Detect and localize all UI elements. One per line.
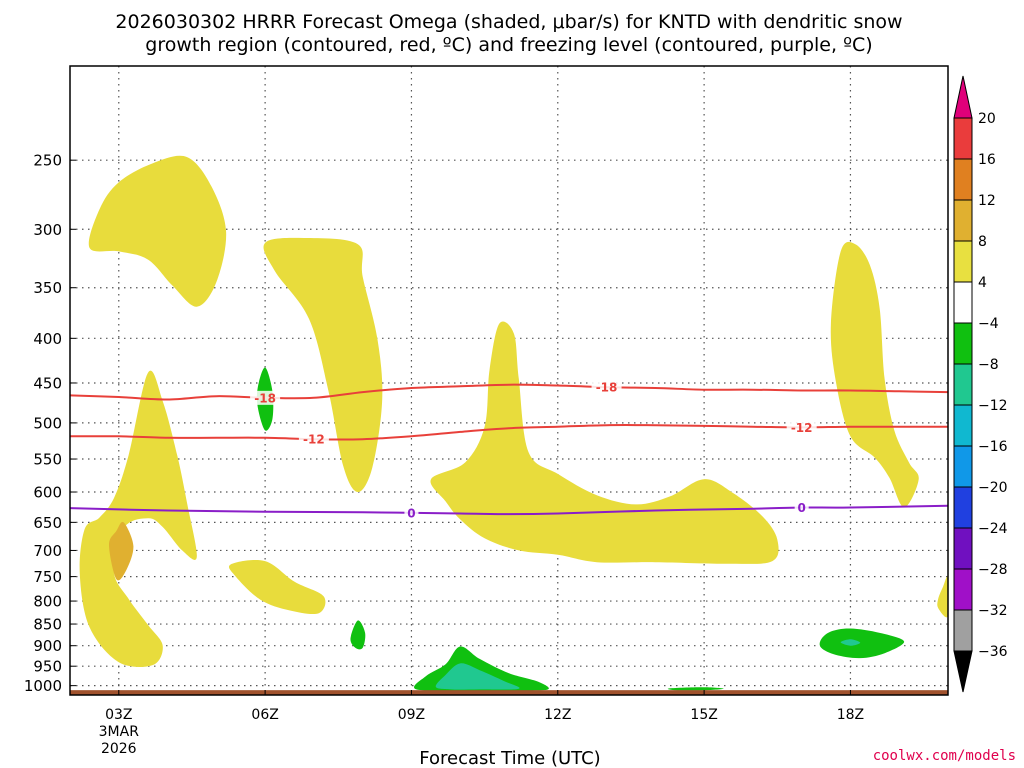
y-tick-label-950: 950	[33, 658, 62, 676]
y-tick-label-600: 600	[33, 484, 62, 502]
dendritic-minus-18-label-bg-0	[250, 390, 281, 405]
colorbar-label-8: −16	[978, 439, 1008, 455]
plot-inner: -18 -18 -12 -12 0 0	[70, 66, 948, 695]
freezing-level-0-label-1: 0	[797, 501, 805, 515]
colorbar-segment-5	[953, 322, 973, 365]
colorbar-segment-6	[953, 363, 973, 406]
omega-minus-8-10z	[435, 663, 520, 690]
omega-minus-4-08z	[350, 620, 366, 650]
omega-minus-4-18z	[819, 628, 905, 659]
dendritic-minus-12-label-bg-1	[786, 420, 817, 435]
colorbar-label-13: −36	[978, 644, 1008, 660]
y-tick-label-850: 850	[33, 616, 62, 634]
colorbar-label-6: −8	[978, 357, 999, 373]
colorbar-segment-11	[953, 568, 973, 611]
plot-area: -18 -18 -12 -12 0 0	[70, 66, 948, 695]
colorbar-label-12: −32	[978, 603, 1008, 619]
omega-minus-8-18z	[840, 639, 861, 646]
y-tick-label-250: 250	[33, 152, 62, 170]
dendritic-minus-18-label-1: -18	[596, 381, 618, 395]
y-tick-label-450: 450	[33, 374, 62, 392]
y-tick-label-300: 300	[33, 221, 62, 239]
colorbar-segment-3	[953, 240, 973, 283]
colorbar-segment-12	[953, 609, 973, 652]
y-tick-label-750: 750	[33, 568, 62, 586]
x-date-label-day: 3MAR	[99, 724, 140, 740]
colorbar-label-10: −24	[978, 521, 1008, 537]
omega-4-8-09z-15z	[430, 321, 779, 564]
colorbar-segment-2	[953, 199, 973, 242]
x-tick-label-09Z: 09Z	[398, 707, 425, 723]
ground-strip	[70, 690, 948, 695]
colorbar-label-0: 20	[978, 111, 996, 127]
colorbar-segment-4	[953, 281, 973, 324]
x-axis-label: Forecast Time (UTC)	[419, 748, 600, 768]
x-date-label-year: 2026	[101, 741, 137, 757]
dendritic-minus-12-label-0: -12	[303, 433, 325, 447]
dendritic-minus-12-label-1: -12	[791, 421, 813, 435]
y-tick-label-700: 700	[33, 542, 62, 560]
x-tick-label-06Z: 06Z	[251, 707, 278, 723]
dendritic-minus-18-line	[70, 383, 948, 401]
omega-4-8-18z-column	[830, 241, 919, 508]
chart-title-line-2: growth region (contoured, red, ºC) and f…	[145, 34, 872, 56]
y-tick-label-400: 400	[33, 330, 62, 348]
colorbar-label-9: −20	[978, 480, 1008, 496]
freezing-level-0-label-0: 0	[407, 506, 415, 520]
colorbar-label-3: 8	[978, 234, 987, 250]
omega-8-12-0245z	[109, 521, 134, 581]
colorbar-segment-1	[953, 158, 973, 201]
freezing-level-0-label-bg-1	[794, 500, 809, 515]
omega-minus-4-1430z	[667, 687, 724, 691]
colorbar: 20 16 12 8 4 −4 −8 −12 −16 −20 −24 −28 −32 −36	[953, 75, 1008, 693]
colorbar-segment-7	[953, 404, 973, 447]
colorbar-bottom-arrow	[953, 650, 973, 693]
x-tick-label-18Z: 18Z	[837, 707, 864, 723]
y-tick-label-800: 800	[33, 593, 62, 611]
omega-4-8-0630z-blob	[228, 560, 326, 615]
x-tick-label-03Z: 03Z	[105, 707, 132, 723]
omega-4-8-right-edge	[937, 576, 948, 618]
colorbar-label-2: 12	[978, 193, 996, 209]
colorbar-segment-9	[953, 486, 973, 529]
x-tick-label-15Z: 15Z	[690, 707, 717, 723]
colorbar-label-7: −12	[978, 398, 1008, 414]
axes: 250 300 350 400 450 500 550 600 650 700 750 800 850 9…	[24, 65, 949, 757]
colorbar-label-4: 4	[978, 275, 987, 291]
x-tick-label-12Z: 12Z	[544, 707, 571, 723]
omega-4-8-06z-column	[263, 237, 383, 493]
colorbar-label-11: −28	[978, 562, 1008, 578]
colorbar-label-1: 16	[978, 152, 996, 168]
colorbar-segment-0	[953, 117, 973, 160]
y-tick-label-1000: 1000	[24, 677, 62, 695]
colorbar-segment-8	[953, 445, 973, 488]
y-tick-label-550: 550	[33, 451, 62, 469]
colorbar-label-5: −4	[978, 316, 999, 332]
chart-title-line-1: 2026030302 HRRR Forecast Omega (shaded, …	[115, 11, 902, 33]
colorbar-top-arrow	[953, 75, 973, 119]
dendritic-minus-12-label-bg-0	[298, 432, 329, 447]
omega-4-8-upper-left	[88, 155, 227, 307]
credit-text: coolwx.com/models	[873, 748, 1016, 764]
omega-4-8-low-left	[79, 370, 197, 668]
y-tick-label-500: 500	[33, 414, 62, 432]
colorbar-segment-10	[953, 527, 973, 570]
dendritic-minus-18-label-bg-1	[591, 380, 622, 395]
y-tick-label-650: 650	[33, 514, 62, 532]
y-tick-label-900: 900	[33, 637, 62, 655]
freezing-level-0-label-bg-0	[404, 505, 419, 520]
y-tick-label-350: 350	[33, 279, 62, 297]
dendritic-minus-18-label-0: -18	[254, 391, 276, 405]
plot-frame	[69, 65, 949, 696]
